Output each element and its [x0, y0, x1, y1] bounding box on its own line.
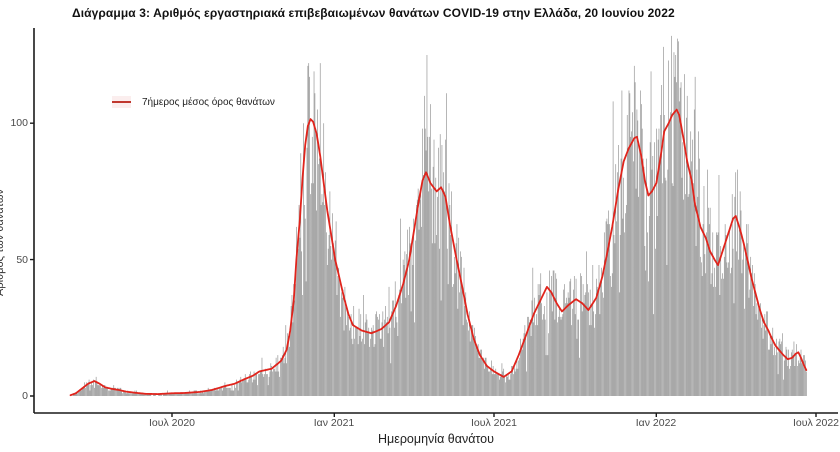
- daily-deaths-bars: [72, 35, 807, 396]
- seven-day-average-line: [69, 108, 808, 397]
- legend-key: [112, 96, 131, 108]
- y-tick-label: 100: [10, 117, 28, 129]
- axis-lines: [33, 28, 838, 414]
- y-tick-label: 50: [16, 254, 28, 266]
- x-tick-label: Ιαν 2021: [313, 417, 355, 429]
- tick-marks: [30, 122, 817, 417]
- y-tick-label: 0: [22, 390, 28, 402]
- legend-label: 7ήμερος μέσος όρος θανάτων: [142, 96, 275, 108]
- x-tick-label: Ιουλ 2020: [148, 417, 196, 429]
- x-tick-label: Ιουλ 2022: [792, 417, 840, 429]
- x-tick-label: Ιουλ 2021: [470, 417, 518, 429]
- x-axis-label: Ημερομηνία θανάτου: [378, 432, 494, 446]
- x-tick-label: Ιαν 2022: [635, 417, 677, 429]
- chart-title: Διάγραμμα 3: Αριθμός εργαστηριακά επιβεβ…: [72, 6, 675, 20]
- y-axis-label: Αριθμός των θανάτων: [0, 189, 6, 297]
- legend: 7ήμερος μέσος όρος θανάτων: [112, 96, 275, 108]
- red-line-swatch-icon: [112, 100, 131, 104]
